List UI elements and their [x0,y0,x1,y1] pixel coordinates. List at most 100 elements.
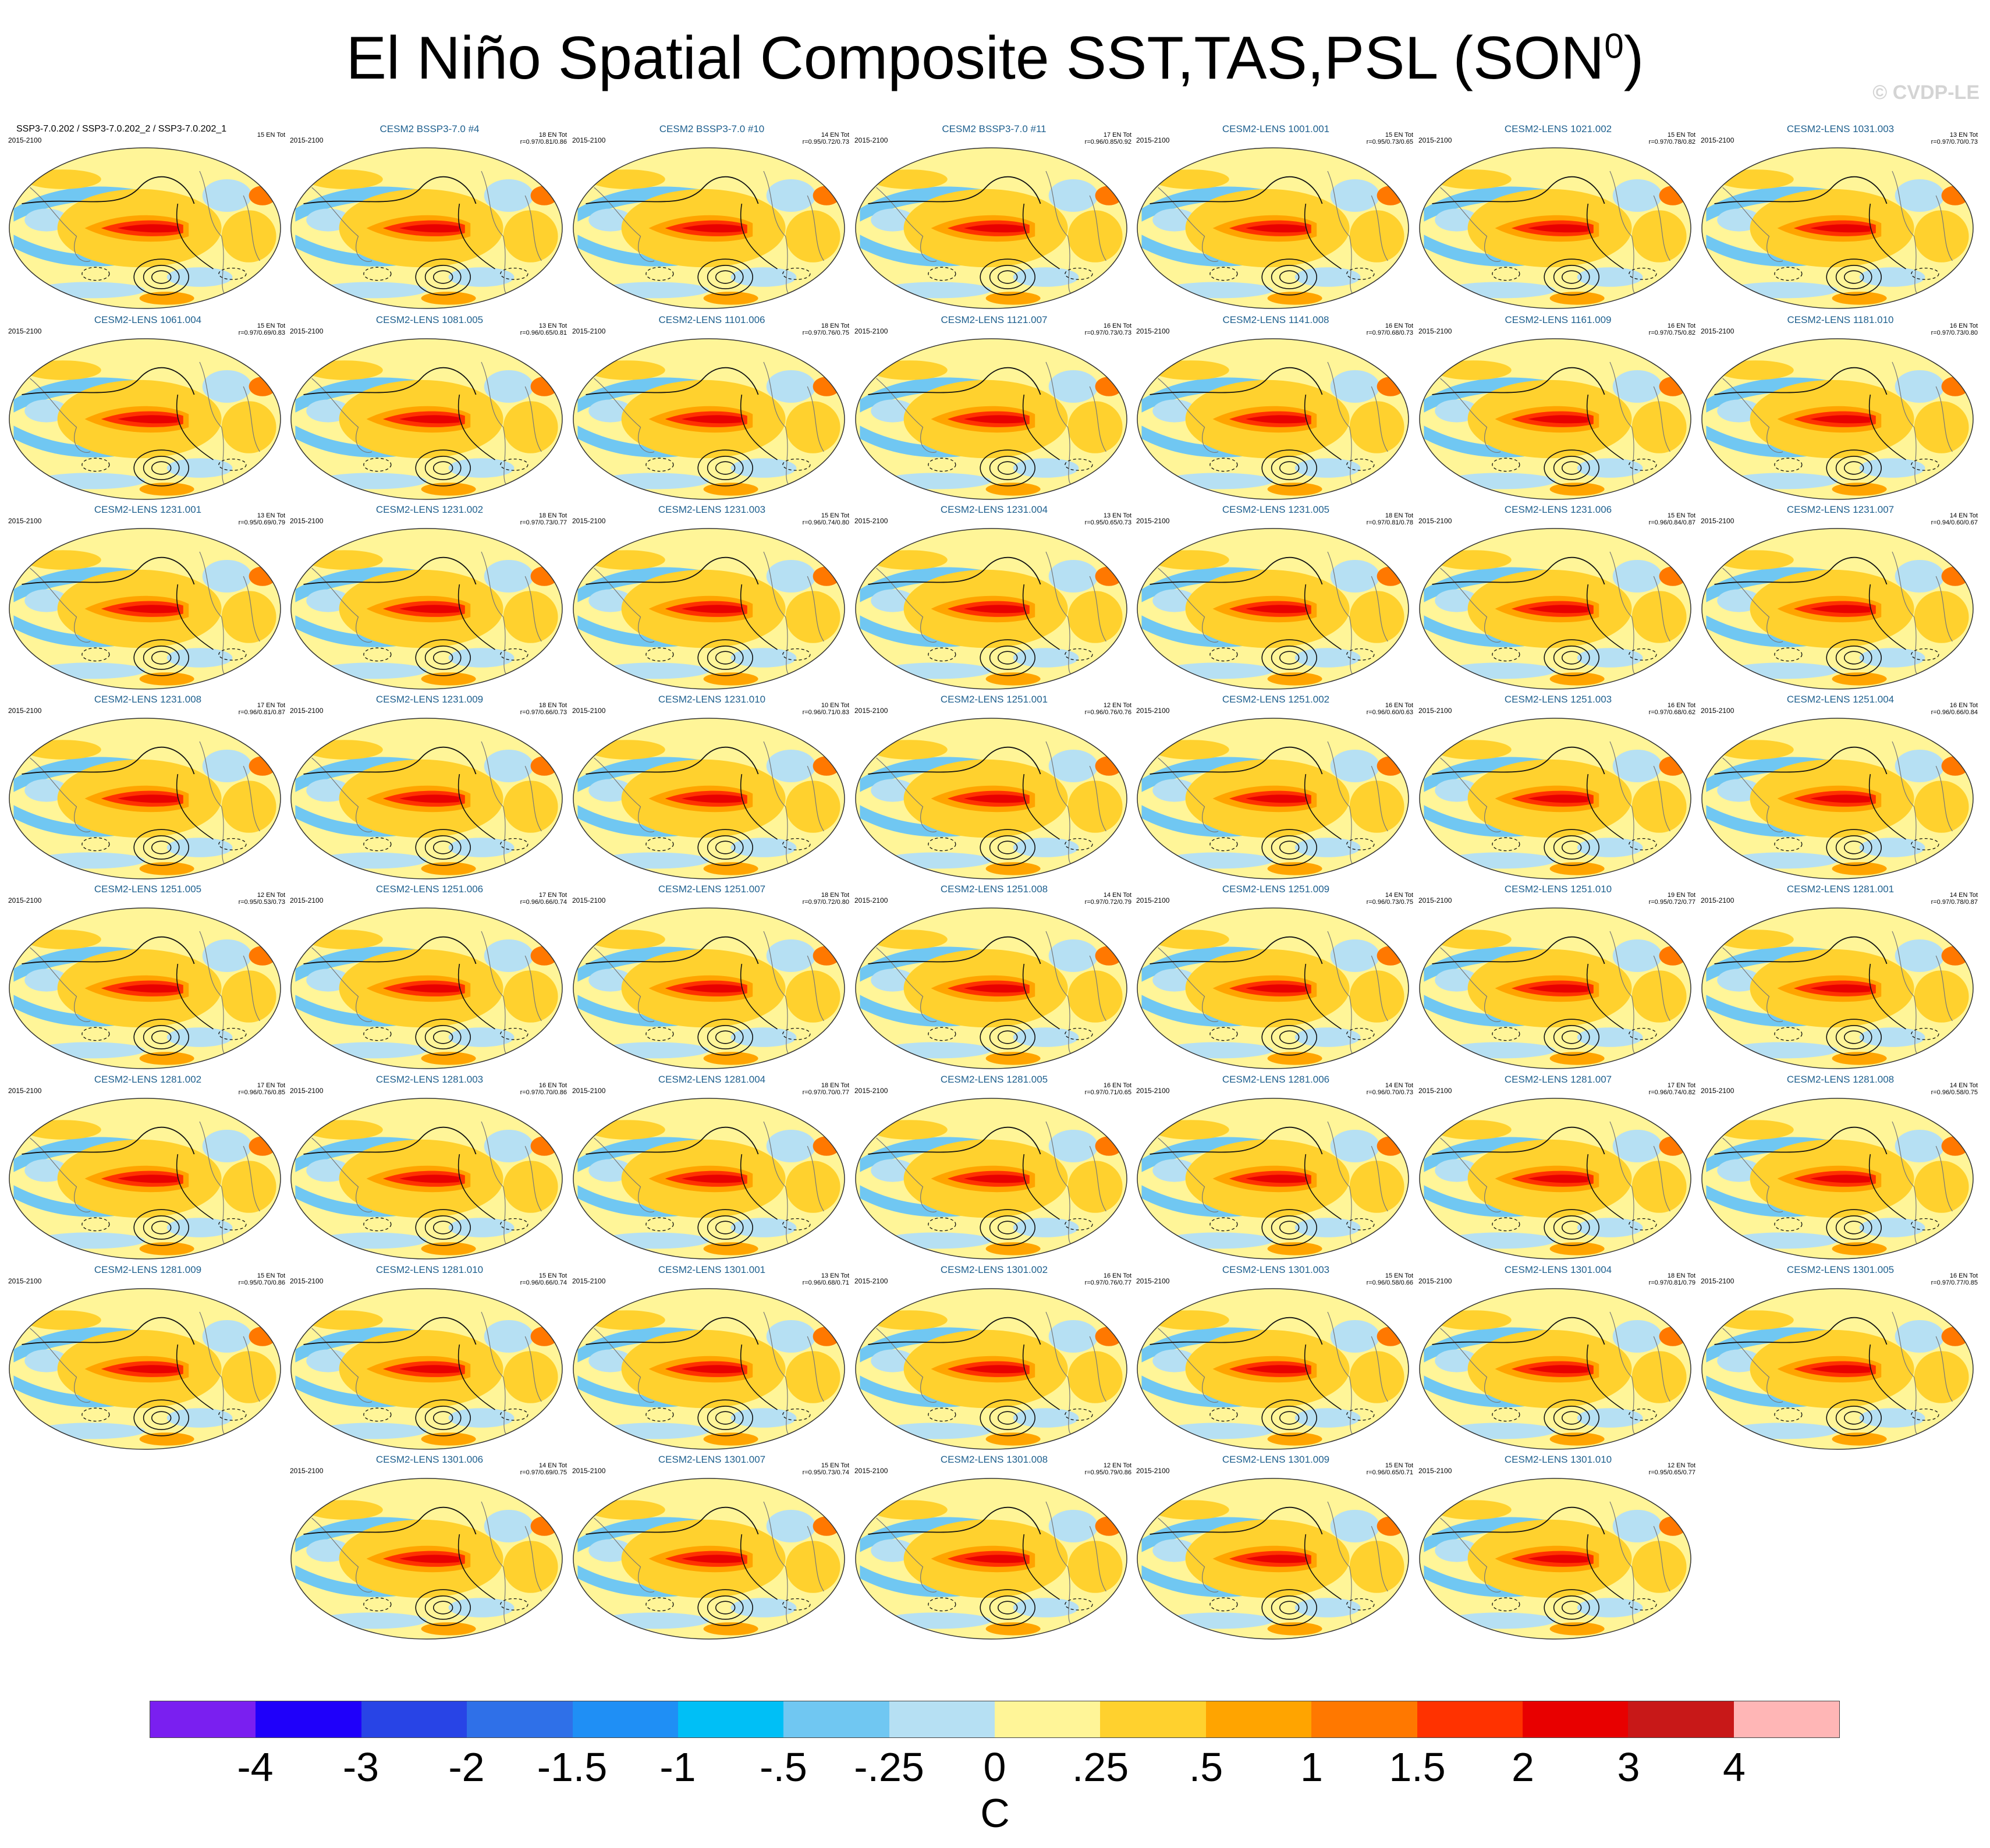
map-svg [1419,1478,1691,1640]
continent-outline [807,1336,824,1402]
map-group [1137,528,1409,690]
map-group [855,1288,1127,1450]
psl-contour-negative [1065,1218,1093,1230]
map-group [855,338,1127,500]
psl-contour [303,1126,477,1155]
psl-contour-negative [1629,458,1657,471]
continent-outline [1371,576,1388,642]
panel-period: 2015-2100 [572,517,606,525]
nino-tongue-core [399,415,460,424]
map-group [1701,1098,1974,1260]
cool-patch [882,1612,991,1629]
map-field [856,148,1127,308]
map-svg [855,1098,1127,1260]
warm-region [306,550,383,570]
psl-contour-negative [928,1217,956,1232]
cool-patch [1446,1042,1555,1059]
map-svg [1701,1098,1974,1260]
map-field [1137,528,1409,689]
psl-contour [1714,367,1888,395]
psl-contour [740,774,778,840]
psl-contour [1843,1411,1864,1425]
psl-contour [151,1030,172,1044]
continent-outline [243,1145,260,1212]
cool-patch [202,370,252,403]
panel-period: 2015-2100 [572,1467,606,1475]
map-field [1420,339,1691,499]
psl-contour [133,829,190,866]
continent-outline [1609,1311,1635,1435]
psl-contour [303,367,477,395]
warm-region [1435,1120,1512,1140]
psl-contour-negative [1065,648,1093,661]
nino-tongue-core [1810,605,1871,613]
cool-patch [1612,750,1662,782]
panel-pattern-correlation: r=0.97/0.68/0.62 [1648,709,1695,716]
psl-contour [707,645,744,670]
psl-contour-negative [1346,1218,1375,1230]
map-svg [1137,528,1409,690]
panel-title: CESM2-LENS 1301.004 [1504,1264,1612,1275]
psl-contour [133,1019,190,1056]
psl-contour [22,1126,195,1155]
cool-patch [1048,179,1098,212]
map-border [1701,718,1974,879]
psl-contour [143,265,180,289]
panel-period: 2015-2100 [1701,136,1734,144]
psl-contour [1586,1154,1624,1220]
warm-region [24,930,101,949]
cool-patch [1048,1510,1098,1542]
cool-patch [1013,1408,1079,1428]
psl-contour [1843,651,1864,665]
panel-title: CESM2 BSSP3-7.0 #4 [379,123,480,134]
map-group [573,338,845,500]
psl-contour [1544,639,1600,676]
panel-event-count: 12 EN Tot [1667,1462,1695,1469]
map-svg [573,1098,845,1260]
continent-outline [594,1328,655,1403]
map-panel: CESM2-LENS 1301.001 2015-2100 13 EN Tot r=0… [572,1264,852,1452]
psl-contour [1561,1411,1582,1425]
warm-region [306,360,383,380]
psl-contour [133,258,190,296]
panel-event-count: 15 EN Tot [1385,1272,1413,1279]
continent-outline [1653,576,1670,642]
warm-region [139,1432,194,1446]
cool-patch [1895,750,1945,782]
title-main: El Niño Spatial Composite SST,TAS,PSL (S… [346,24,1605,92]
psl-contour-negative [1911,1408,1939,1421]
cool-patch [24,589,69,612]
panel-pattern-correlation: r=0.95/0.73/0.65 [1366,139,1413,146]
panel-period: 2015-2100 [572,327,606,335]
continent-outline [594,567,655,643]
map-border [573,1478,845,1640]
cool-patch [588,969,633,992]
continent-outline [1609,361,1635,485]
map-field [1702,1098,1973,1259]
continent-outline [1722,187,1783,262]
psl-contour [424,1595,462,1620]
psl-contour [1868,1154,1906,1220]
cool-patch [600,1042,709,1059]
cool-patch [766,370,816,403]
continent-outline [311,567,373,643]
warm-region [1832,672,1887,686]
panel-title: CESM2-LENS 1301.008 [940,1454,1048,1465]
panel-event-count: 16 EN Tot [1667,322,1695,329]
continent-outline [763,931,789,1054]
warm-region [871,1120,948,1140]
cool-patch [871,589,915,612]
map-svg [290,907,563,1069]
map-panel: CESM2-LENS 1281.003 2015-2100 16 EN Tot r=0… [290,1074,569,1261]
warm-region [221,1161,276,1213]
map-panel: CESM2-LENS 1301.008 2015-2100 12 EN Tot r=0… [854,1454,1134,1641]
cool-patch [306,779,350,802]
panel-period: 2015-2100 [854,1277,888,1285]
cool-patch [166,267,233,287]
warm-region [785,1541,840,1593]
panel-period: 2015-2100 [1701,896,1734,905]
cool-patch [1164,1612,1273,1629]
psl-contour [1271,835,1308,860]
colorbar-tick-label: -2 [448,1744,485,1790]
psl-contour [715,1030,736,1044]
